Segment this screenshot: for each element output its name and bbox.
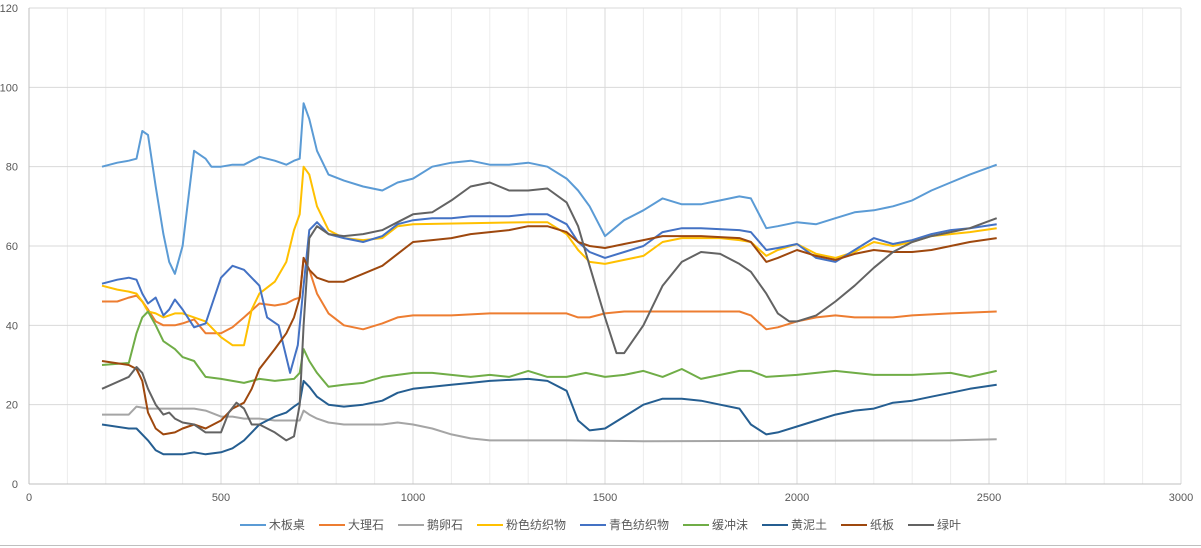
legend-label: 黄泥土: [791, 518, 828, 532]
y-tick-label: 20: [6, 400, 18, 412]
legend-item: 木板桌: [239, 516, 305, 533]
axes: [28, 8, 1181, 485]
legend-swatch: [841, 523, 868, 526]
series-line-3: [102, 405, 997, 443]
legend-item: 粉色纺织物: [476, 516, 566, 533]
series-line-6: [101, 310, 997, 388]
legend-swatch: [908, 523, 935, 526]
x-tick-label: 3000: [1169, 492, 1193, 504]
gridlines: [29, 7, 1182, 484]
legend-swatch: [476, 523, 503, 526]
legend-swatch: [318, 523, 345, 526]
legend-item: 青色纺织物: [579, 516, 669, 533]
legend-label: 缓冲沫: [712, 518, 749, 532]
series-line-1: [101, 102, 998, 275]
x-tick-label: 500: [212, 492, 230, 504]
legend-label: 木板桌: [268, 518, 305, 532]
legend-label: 青色纺织物: [608, 518, 669, 532]
tick-labels: 0 500 1000 1500 2000 2500 3000 0 20 40 60 80 100 120: [0, 3, 1193, 504]
legend-swatch: [579, 523, 606, 526]
legend: 木板桌 大理石 鹅卵石 粉色纺织物 青色纺织物 缓冲沫 黄泥土 纸板 绿叶: [0, 516, 1201, 533]
x-tick-label: 0: [26, 492, 32, 504]
x-tick-label: 2500: [977, 492, 1001, 504]
legend-label: 绿叶: [937, 518, 962, 532]
legend-label: 大理石: [347, 518, 384, 532]
legend-item: 大理石: [318, 516, 384, 533]
legend-swatch: [397, 523, 424, 526]
legend-item: 黄泥土: [762, 516, 827, 533]
x-tick-label: 2000: [785, 492, 809, 504]
bottom-border: [0, 545, 1201, 546]
y-tick-label: 80: [6, 162, 18, 174]
series-lines: [101, 102, 998, 456]
legend-label: 鹅卵石: [426, 518, 463, 532]
y-tick-label: 120: [0, 3, 18, 15]
legend-swatch: [762, 523, 789, 526]
series-line-2: [102, 256, 997, 335]
x-tick-label: 1500: [593, 492, 617, 504]
legend-label: 粉色纺织物: [505, 518, 566, 532]
series-line-9: [101, 181, 998, 442]
legend-item: 缓冲沫: [683, 516, 748, 533]
series-line-5: [101, 213, 997, 374]
legend-swatch: [683, 523, 709, 526]
y-tick-label: 0: [12, 479, 18, 491]
x-tick-label: 1000: [401, 492, 425, 504]
legend-swatch: [239, 523, 266, 526]
series-line-4: [101, 165, 997, 347]
legend-label: 纸板: [870, 518, 895, 532]
legend-item: 绿叶: [908, 516, 961, 533]
legend-item: 纸板: [841, 516, 894, 533]
series-line-7: [101, 377, 997, 456]
y-tick-label: 60: [6, 241, 18, 253]
y-tick-label: 100: [0, 82, 18, 94]
y-tick-label: 40: [6, 320, 18, 332]
series-line-8: [101, 225, 997, 436]
legend-item: 鹅卵石: [397, 516, 463, 533]
